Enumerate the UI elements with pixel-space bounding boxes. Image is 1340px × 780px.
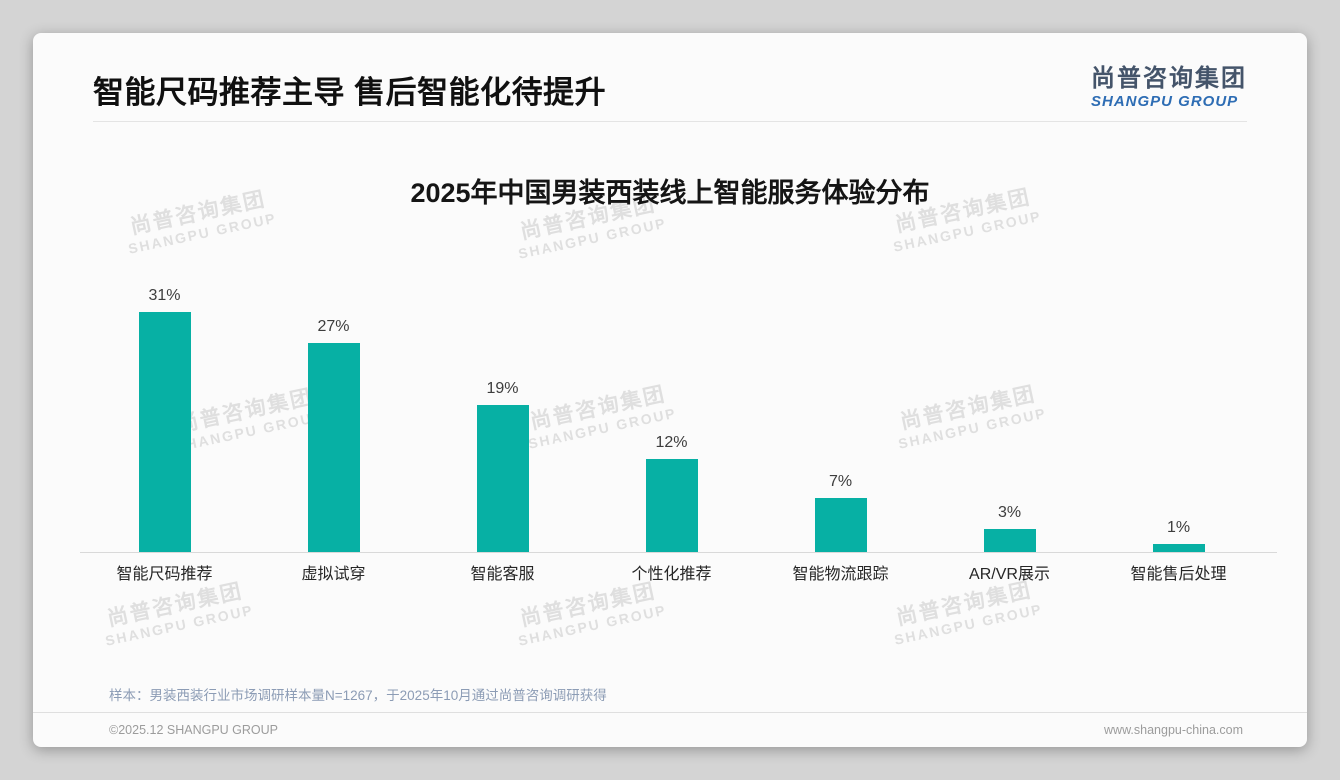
bar <box>983 529 1036 552</box>
bar <box>645 459 698 552</box>
logo-english-text: SHANGPU GROUP <box>1091 93 1239 110</box>
bar-column: 1% <box>1094 519 1263 552</box>
website-url: www.shangpu-china.com <box>1104 723 1243 737</box>
bar <box>307 343 360 552</box>
bar-value-label: 31% <box>148 287 181 304</box>
bar-value-label: 12% <box>655 434 688 451</box>
header-divider <box>93 121 1247 122</box>
category-label: AR/VR展示 <box>969 566 1050 583</box>
category-axis: 智能尺码推荐 虚拟试穿 智能客服 个性化推荐 智能物流跟踪 AR/VR展示 智能售后处理 <box>80 553 1277 585</box>
bar <box>138 312 191 552</box>
bar <box>1152 544 1205 552</box>
chart-title: 2025年中国男装西装线上智能服务体验分布 <box>410 178 930 208</box>
category-label: 智能尺码推荐 <box>116 566 213 583</box>
bar-column: 31% <box>80 287 249 552</box>
bar-column: 3% <box>925 504 1094 552</box>
company-logo: 尚普咨询集团 SHANGPU GROUP <box>1091 65 1247 111</box>
category-label: 智能物流跟踪 <box>792 566 889 583</box>
slide-footer: ©2025.12 SHANGPU GROUP www.shangpu-china… <box>33 712 1307 747</box>
copyright-text: ©2025.12 SHANGPU GROUP <box>109 723 278 737</box>
bar-column: 27% <box>249 318 418 552</box>
bar-value-label: 7% <box>828 473 853 490</box>
bar-column: 19% <box>418 380 587 552</box>
slide-card: 尚普咨询集团 SHANGPU GROUP 尚普咨询集团 SHANGPU GROUP 尚普… <box>33 33 1307 747</box>
bar-value-label: 3% <box>997 504 1022 521</box>
bar-value-label: 19% <box>486 380 519 397</box>
bar-value-label: 27% <box>317 318 350 335</box>
category-label: 智能售后处理 <box>1130 566 1227 583</box>
bar <box>814 498 867 552</box>
bar-value-label: 1% <box>1166 519 1191 536</box>
bar-column: 12% <box>587 434 756 552</box>
sample-note: 样本：男装西装行业市场调研样本量N=1267，于2025年10月通过尚普咨询调研… <box>109 688 607 703</box>
bar-column: 7% <box>756 473 925 552</box>
category-label: 虚拟试穿 <box>301 566 366 583</box>
slide-content: 智能尺码推荐主导 售后智能化待提升 尚普咨询集团 SHANGPU GROUP 2… <box>33 33 1307 705</box>
bar <box>476 405 529 552</box>
category-label: 智能客服 <box>470 566 535 583</box>
category-label: 个性化推荐 <box>631 566 712 583</box>
header: 智能尺码推荐主导 售后智能化待提升 尚普咨询集团 SHANGPU GROUP <box>93 65 1247 119</box>
logo-chinese-text: 尚普咨询集团 <box>1091 65 1247 92</box>
bar-chart-plot: 31% 27% 19% 12% 7% 3% 1% <box>80 280 1277 553</box>
page-title: 智能尺码推荐主导 售后智能化待提升 <box>93 75 607 110</box>
